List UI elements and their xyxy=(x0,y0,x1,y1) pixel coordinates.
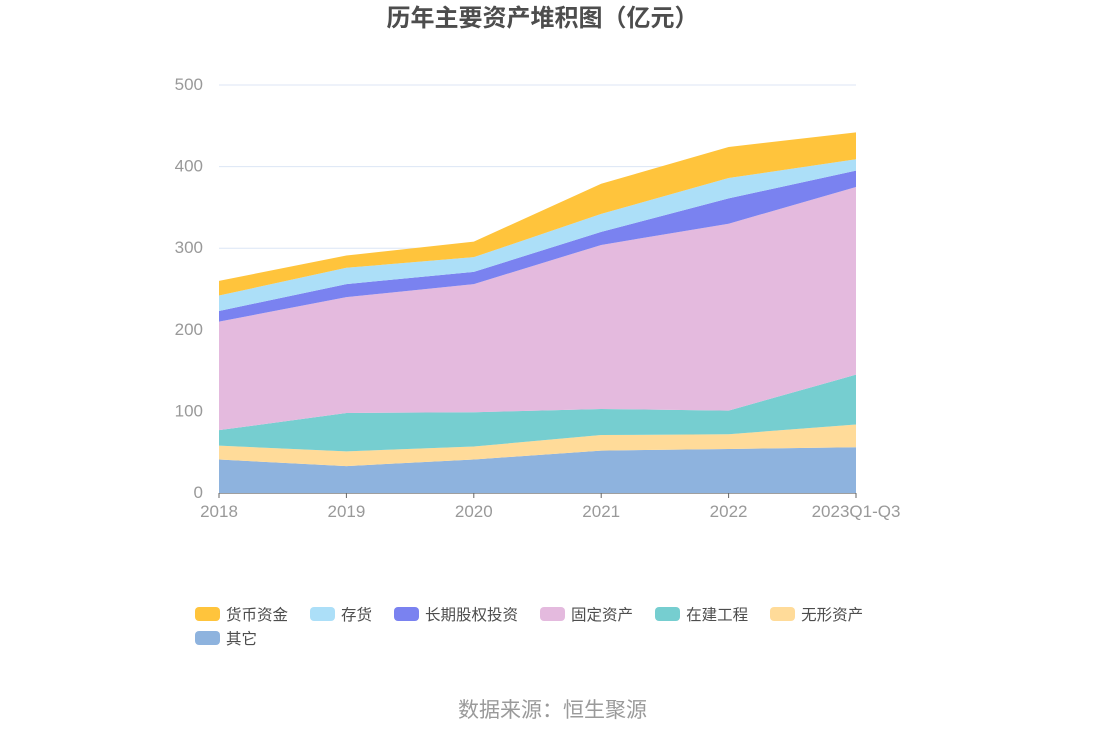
svg-text:300: 300 xyxy=(175,238,203,257)
svg-text:100: 100 xyxy=(175,401,203,420)
svg-text:400: 400 xyxy=(175,157,203,176)
svg-text:500: 500 xyxy=(175,75,203,94)
svg-text:2021: 2021 xyxy=(582,502,620,521)
svg-text:2019: 2019 xyxy=(327,502,365,521)
svg-text:2023Q1-Q3: 2023Q1-Q3 xyxy=(812,502,901,521)
svg-text:200: 200 xyxy=(175,320,203,339)
svg-text:0: 0 xyxy=(194,483,203,502)
svg-text:2022: 2022 xyxy=(710,502,748,521)
svg-text:2018: 2018 xyxy=(200,502,238,521)
svg-text:2020: 2020 xyxy=(455,502,493,521)
